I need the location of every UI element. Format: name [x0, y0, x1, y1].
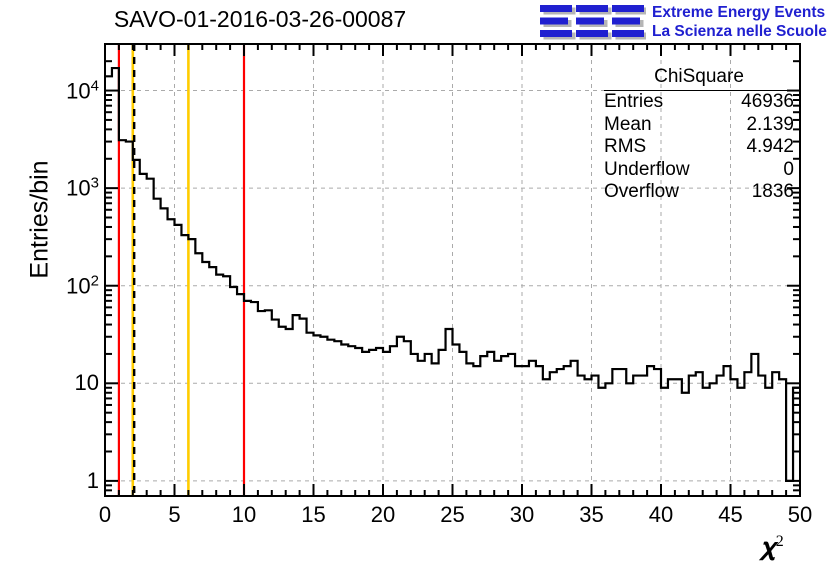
x-tick-label: 0 [98, 502, 112, 527]
y-tick-label: 104 [66, 76, 99, 104]
x-tick-label: 20 [370, 502, 396, 527]
y-tick-label: 102 [66, 272, 99, 299]
stats-row: Underflow 0 [604, 159, 794, 182]
eee-logo-text: Extreme Energy Events La Scienza nelle S… [652, 3, 827, 41]
page-title: SAVO-01-2016-03-26-00087 [113, 6, 407, 32]
stats-row: Mean 2.139 [604, 114, 794, 137]
marker-lines [117, 44, 246, 496]
y-tick-label: 1 [86, 467, 99, 493]
x-tick-label: 40 [648, 502, 674, 527]
stats-row: Overflow 1836 [604, 181, 794, 204]
x-axis-label: 𝛘2 [760, 533, 784, 562]
axis-ticks [104, 43, 801, 496]
stats-row: RMS 4.942 [604, 136, 794, 159]
stats-row-value: 46936 [741, 91, 794, 112]
x-tick-label: 25 [440, 502, 465, 527]
stats-row-label: Underflow [604, 158, 690, 180]
x-tick-label: 5 [168, 502, 181, 527]
stats-rows: Entries 46936 Mean 2.139 RMS 4.942 Underflow 0 O… [604, 91, 794, 204]
x-tick-label: 15 [301, 502, 326, 527]
stats-row-value: 4.942 [746, 136, 794, 157]
stats-row-value: 2.139 [746, 113, 794, 135]
x-tick-label: 35 [579, 502, 604, 527]
histogram-curve [105, 66, 800, 482]
eee-logo-line2: La Scienza nelle Scuole [652, 23, 827, 40]
x-tick-label: 10 [231, 502, 257, 527]
x-tick-label: 30 [509, 502, 535, 527]
stats-row-value: 1836 [751, 181, 794, 202]
stats-row-label: RMS [604, 136, 647, 157]
stats-row: Entries 46936 [604, 91, 794, 114]
x-tick-label: 45 [718, 502, 743, 527]
stats-box: ChiSquare Entries 46936 Mean 2.139 RMS 4.942 U… [604, 66, 794, 204]
stats-row-value: 0 [783, 158, 794, 180]
x-tick-label: 50 [787, 502, 813, 527]
eee-mark-icon [540, 5, 646, 40]
eee-logo-line1: Extreme Energy Events [652, 4, 826, 21]
stats-row-label: Overflow [604, 181, 679, 202]
y-tick-label: 103 [66, 174, 99, 201]
gridlines [105, 44, 800, 496]
stats-row-label: Entries [604, 91, 664, 112]
eee-logo: Extreme Energy Events La Scienza nelle S… [540, 2, 836, 46]
stats-title: ChiSquare [604, 66, 794, 91]
y-tick-label: 10 [74, 370, 99, 396]
stats-row-label: Mean [604, 113, 652, 135]
